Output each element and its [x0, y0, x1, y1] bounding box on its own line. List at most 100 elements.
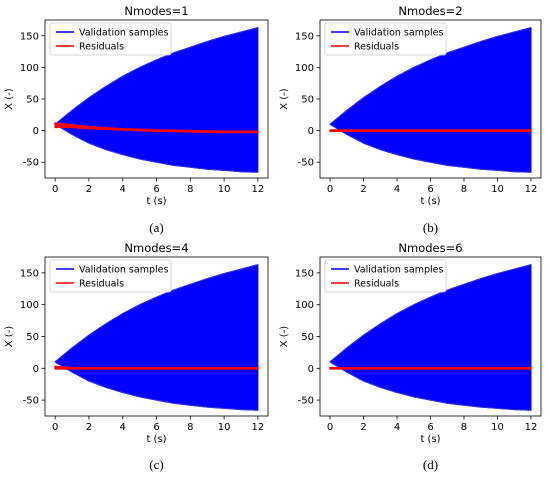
residuals-band — [54, 365, 259, 370]
x-tick-label: 4 — [120, 422, 126, 433]
panel-caption: (d) — [423, 457, 438, 472]
chart-panel-3: 0 2 4 6 8 10 12 -50 0 50 100 150 Nmodes=4 t (s) X (-) V… — [4, 241, 269, 472]
x-tick-label: 6 — [427, 184, 433, 195]
x-tick-label: 2 — [86, 422, 92, 433]
y-axis-label: X (-) — [4, 326, 15, 348]
x-axis-label: t (s) — [420, 434, 440, 445]
x-tick-label: 12 — [525, 422, 538, 433]
legend-label: Validation samples — [354, 265, 443, 276]
y-tick-label: -50 — [23, 158, 39, 169]
x-tick-label: 12 — [251, 184, 264, 195]
residuals-band — [54, 122, 259, 134]
y-tick-label: 100 — [295, 300, 314, 311]
legend-box — [49, 22, 172, 56]
validation-upper-line — [329, 264, 532, 363]
x-tick-label: 2 — [360, 184, 366, 195]
x-tick-label: 10 — [218, 422, 231, 433]
legend-box — [324, 22, 447, 56]
y-tick-label: 50 — [301, 95, 314, 106]
legend-label: Residuals — [79, 279, 124, 290]
legend-label: Residuals — [79, 42, 124, 53]
chart-title: Nmodes=6 — [398, 241, 462, 255]
y-tick-label: 50 — [301, 332, 314, 343]
y-tick-label: 150 — [295, 268, 314, 279]
y-tick-label: 0 — [33, 364, 39, 375]
chart-panel-1: 0 2 4 6 8 10 12 -50 0 50 100 150 Nmodes=1 t (s) X (-) V… — [4, 4, 269, 235]
legend-label: Validation samples — [79, 28, 168, 39]
x-tick-label: 8 — [187, 422, 193, 433]
plot-area — [329, 264, 532, 411]
validation-upper-line — [54, 264, 259, 363]
x-tick-label: 8 — [461, 184, 467, 195]
chart-panel-4: 0 2 4 6 8 10 12 -50 0 50 100 150 Nmodes=6 t (s) X (-) V… — [279, 241, 542, 472]
legend: Validation samples Residuals — [49, 259, 172, 293]
legend: Validation samples Residuals — [49, 22, 172, 56]
validation-upper-line — [329, 27, 532, 125]
y-tick-label: 100 — [295, 63, 314, 74]
x-tick-label: 8 — [187, 184, 193, 195]
plot-area — [54, 27, 259, 173]
panel-caption: (c) — [149, 457, 163, 472]
panel-caption: (a) — [149, 220, 163, 235]
validation-lower-line — [329, 123, 532, 173]
x-axis-label: t (s) — [420, 196, 440, 207]
x-tick-label: 2 — [360, 422, 366, 433]
chart-title: Nmodes=2 — [398, 4, 462, 18]
chart-panel-2: 0 2 4 6 8 10 12 -50 0 50 100 150 Nmodes=2 t (s) X (-) V… — [279, 4, 542, 235]
y-tick-label: -50 — [23, 396, 39, 407]
chart-title: Nmodes=1 — [124, 4, 188, 18]
legend-label: Validation samples — [79, 265, 168, 276]
x-tick-label: 10 — [218, 184, 231, 195]
x-tick-label: 6 — [153, 184, 159, 195]
y-axis-label: X (-) — [4, 88, 15, 110]
y-axis-label: X (-) — [279, 326, 290, 348]
validation-lower-line — [54, 123, 258, 173]
legend-label: Residuals — [354, 279, 399, 290]
residuals-band — [329, 129, 532, 132]
panel-caption: (b) — [423, 220, 438, 235]
y-tick-label: 0 — [308, 364, 314, 375]
x-tick-label: 0 — [327, 422, 333, 433]
legend-label: Residuals — [354, 42, 399, 53]
residuals-band — [329, 366, 532, 370]
y-tick-label: 100 — [20, 300, 39, 311]
legend: Validation samples Residuals — [324, 259, 447, 293]
legend-box — [49, 259, 172, 293]
x-tick-label: 0 — [52, 422, 58, 433]
y-tick-label: -50 — [298, 396, 314, 407]
x-axis-label: t (s) — [146, 196, 166, 207]
x-tick-label: 12 — [251, 422, 264, 433]
y-tick-label: 0 — [308, 126, 314, 137]
y-tick-label: 150 — [20, 31, 39, 42]
chart-title: Nmodes=4 — [124, 241, 188, 255]
plot-area — [54, 264, 259, 411]
x-tick-label: 4 — [394, 184, 400, 195]
x-tick-label: 10 — [491, 184, 504, 195]
validation-lower-line — [54, 361, 258, 411]
legend-label: Validation samples — [354, 28, 443, 39]
y-tick-label: -50 — [298, 158, 314, 169]
y-tick-label: 150 — [20, 268, 39, 279]
validation-lower-line — [329, 361, 532, 411]
x-tick-label: 2 — [86, 184, 92, 195]
y-tick-label: 100 — [20, 63, 39, 74]
y-axis-label: X (-) — [279, 88, 290, 110]
x-tick-label: 12 — [525, 184, 538, 195]
x-tick-label: 4 — [394, 422, 400, 433]
validation-upper-line — [54, 27, 259, 125]
x-tick-label: 8 — [461, 422, 467, 433]
y-tick-label: 50 — [26, 95, 39, 106]
plot-area — [329, 27, 532, 173]
legend-box — [324, 259, 447, 293]
x-tick-label: 10 — [491, 422, 504, 433]
x-tick-label: 4 — [120, 184, 126, 195]
legend: Validation samples Residuals — [324, 22, 447, 56]
x-axis-label: t (s) — [146, 434, 166, 445]
x-tick-label: 6 — [427, 422, 433, 433]
x-tick-label: 6 — [153, 422, 159, 433]
y-tick-label: 0 — [33, 126, 39, 137]
y-tick-label: 50 — [26, 332, 39, 343]
x-tick-label: 0 — [327, 184, 333, 195]
y-tick-label: 150 — [295, 31, 314, 42]
